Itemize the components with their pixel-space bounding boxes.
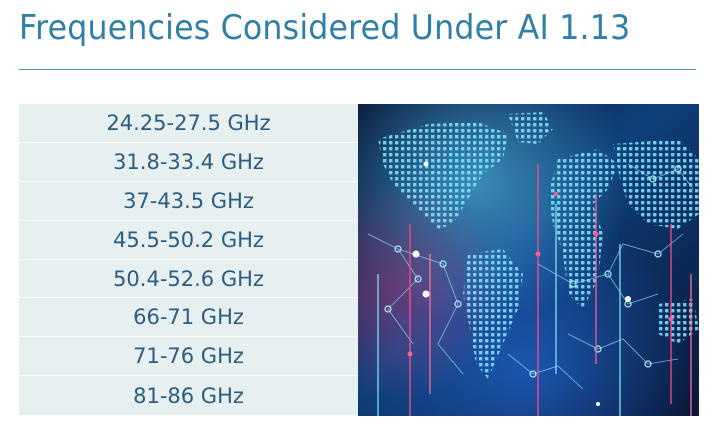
table-row: 81-86 GHz	[19, 376, 358, 416]
frequency-label: 81-86 GHz	[133, 383, 244, 408]
table-row: 66-71 GHz	[19, 298, 358, 338]
table-row: 50.4-52.6 GHz	[19, 259, 358, 299]
frequency-label: 31.8-33.4 GHz	[113, 149, 264, 174]
table-row: 37-43.5 GHz	[19, 181, 358, 221]
table-row: 45.5-50.2 GHz	[19, 220, 358, 260]
frequency-label: 37-43.5 GHz	[123, 188, 254, 213]
frequency-label: 71-76 GHz	[133, 344, 244, 369]
table-row: 71-76 GHz	[19, 337, 358, 377]
frequency-label: 66-71 GHz	[133, 305, 244, 330]
frequency-label: 50.4-52.6 GHz	[113, 266, 264, 291]
table-row: 24.25-27.5 GHz	[19, 104, 358, 143]
table-row: 31.8-33.4 GHz	[19, 142, 358, 182]
frequency-table: 24.25-27.5 GHz 31.8-33.4 GHz 37-43.5 GHz…	[19, 104, 358, 416]
frequency-label: 24.25-27.5 GHz	[106, 110, 271, 135]
title-divider	[19, 69, 696, 70]
frequency-label: 45.5-50.2 GHz	[113, 227, 264, 252]
world-map-network-image	[358, 104, 699, 416]
slide-title: Frequencies Considered Under AI 1.13	[19, 8, 631, 48]
